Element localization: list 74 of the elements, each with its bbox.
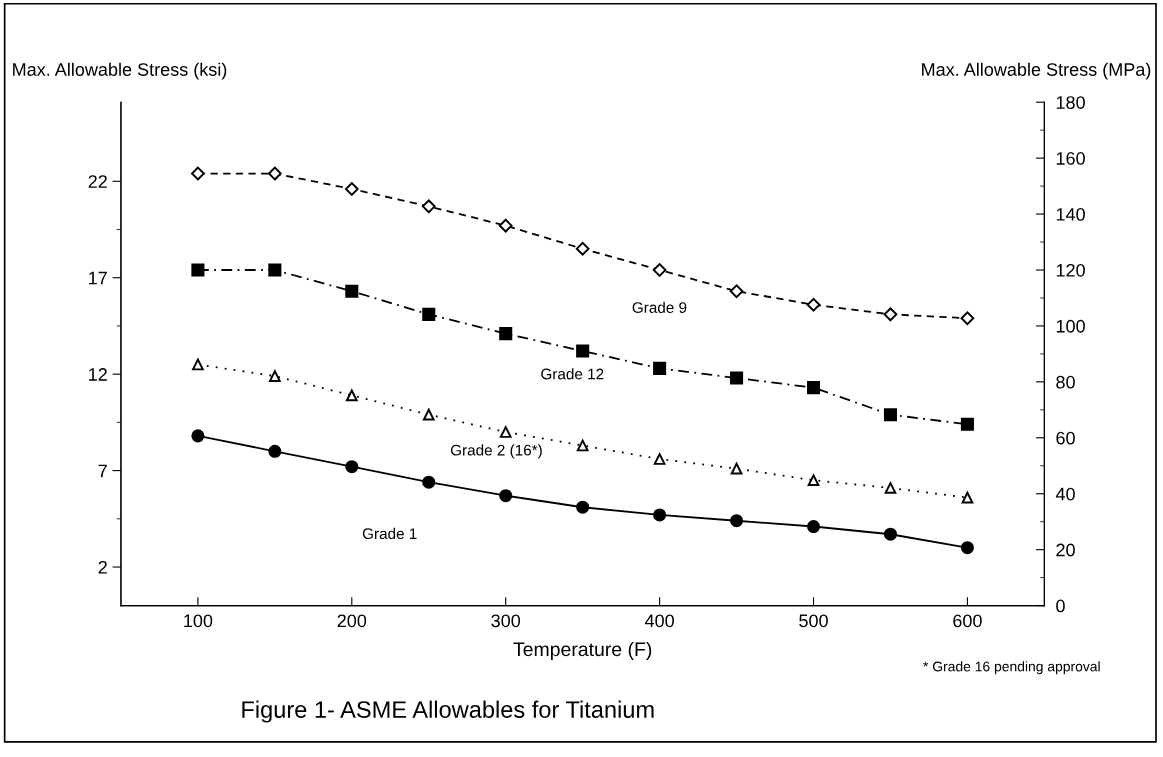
point bbox=[191, 263, 205, 277]
point bbox=[345, 460, 359, 474]
y-tick-label: 7 bbox=[98, 464, 107, 478]
point bbox=[652, 263, 667, 277]
point bbox=[576, 344, 590, 358]
y2-tick-label: 80 bbox=[1056, 375, 1075, 389]
y2-tick-label: 140 bbox=[1056, 208, 1085, 221]
y2-tick-label: 100 bbox=[1056, 319, 1085, 333]
y2-tick-label: 20 bbox=[1056, 543, 1075, 557]
y2-tick-label: 40 bbox=[1055, 487, 1075, 501]
point bbox=[267, 166, 282, 181]
x-axis-title: Temperature (F) bbox=[513, 641, 652, 660]
point bbox=[960, 311, 975, 326]
y2-tick-label: 180 bbox=[1056, 96, 1085, 109]
point bbox=[422, 475, 436, 489]
series-label: Grade 12 bbox=[541, 368, 604, 380]
x-tick-label: 600 bbox=[953, 614, 982, 628]
point bbox=[576, 500, 590, 514]
x-tick-label: 400 bbox=[644, 614, 674, 628]
point bbox=[730, 371, 744, 385]
y-tick-label: 22 bbox=[88, 175, 107, 188]
y2-tick-label: 60 bbox=[1056, 431, 1075, 445]
point bbox=[191, 429, 205, 443]
point bbox=[422, 307, 436, 321]
text: Figure 1- ASME Allowables for Titanium bbox=[242, 700, 654, 723]
point bbox=[499, 426, 512, 438]
point bbox=[653, 361, 667, 375]
point bbox=[883, 527, 897, 541]
point bbox=[576, 439, 589, 452]
point bbox=[268, 263, 282, 277]
x-tick-label: 200 bbox=[337, 614, 367, 628]
point bbox=[192, 358, 204, 371]
point bbox=[653, 453, 666, 465]
point bbox=[191, 166, 205, 181]
point bbox=[807, 474, 820, 487]
point bbox=[421, 199, 436, 214]
point bbox=[345, 284, 359, 298]
point bbox=[268, 444, 282, 458]
y2-tick-label: 0 bbox=[1056, 599, 1065, 613]
point bbox=[344, 182, 359, 196]
point bbox=[575, 241, 590, 256]
point bbox=[883, 408, 897, 422]
x-tick-label: 500 bbox=[799, 614, 828, 628]
point bbox=[499, 489, 513, 503]
point bbox=[883, 307, 898, 322]
y2-axis-title: Max. Allowable Stress (MPa) bbox=[922, 62, 1151, 80]
point bbox=[498, 218, 513, 233]
point bbox=[653, 508, 667, 522]
point bbox=[960, 417, 974, 431]
text: * Grade 16 pending approval bbox=[923, 661, 1100, 675]
y-tick-label: 2 bbox=[98, 560, 107, 574]
point bbox=[730, 514, 744, 528]
point bbox=[961, 491, 974, 504]
point bbox=[960, 541, 974, 555]
series-label: Grade 2 (16*) bbox=[450, 444, 542, 459]
series-label: Grade 9 bbox=[632, 301, 687, 313]
point bbox=[806, 381, 821, 395]
x-tick-label: 100 bbox=[184, 614, 213, 628]
point bbox=[422, 408, 435, 421]
point bbox=[730, 462, 743, 475]
y2-tick-label: 160 bbox=[1056, 152, 1085, 165]
point bbox=[499, 327, 513, 341]
point bbox=[884, 482, 897, 494]
point bbox=[269, 370, 281, 382]
point bbox=[345, 389, 358, 402]
x-tick-label: 300 bbox=[491, 614, 521, 628]
point bbox=[729, 284, 744, 299]
text: Grade 1 bbox=[362, 527, 417, 540]
point bbox=[806, 520, 821, 534]
y-tick-label: 12 bbox=[89, 368, 107, 381]
y-axis-title: Max. Allowable Stress (ksi) bbox=[13, 62, 227, 80]
y-tick-label: 17 bbox=[89, 271, 107, 285]
y2-tick-label: 120 bbox=[1056, 263, 1085, 277]
point bbox=[806, 297, 821, 312]
